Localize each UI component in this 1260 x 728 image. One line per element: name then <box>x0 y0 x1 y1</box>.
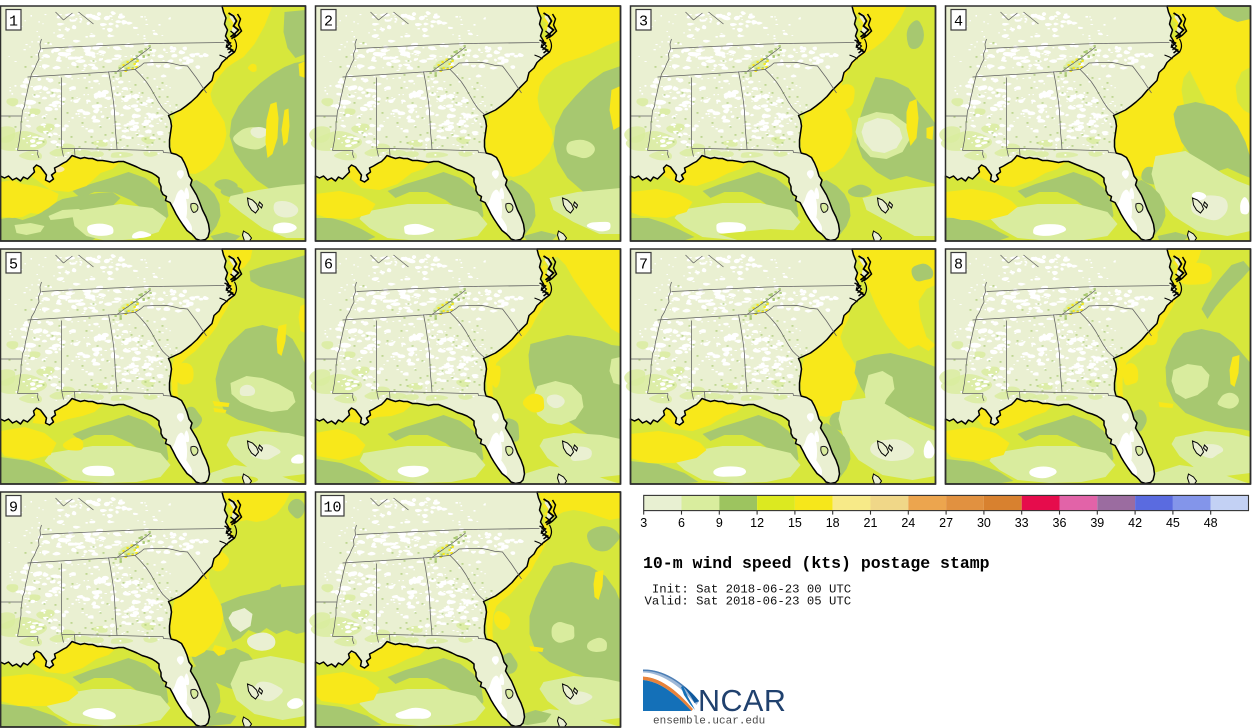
svg-text:7: 7 <box>639 257 648 274</box>
svg-text:6: 6 <box>324 257 333 274</box>
svg-text:ensemble.ucar.edu: ensemble.ucar.edu <box>653 716 765 728</box>
svg-text:9: 9 <box>9 500 18 517</box>
svg-text:45: 45 <box>1166 516 1180 530</box>
svg-text:1: 1 <box>9 14 18 31</box>
svg-text:33: 33 <box>1015 516 1029 530</box>
svg-text:NCAR: NCAR <box>698 684 786 718</box>
svg-text:39: 39 <box>1090 516 1104 530</box>
svg-text:21: 21 <box>864 516 878 530</box>
svg-text:2: 2 <box>324 14 333 31</box>
svg-text:8: 8 <box>954 257 963 274</box>
svg-text:42: 42 <box>1128 516 1142 530</box>
svg-text:5: 5 <box>9 257 18 274</box>
svg-text:12: 12 <box>750 516 764 530</box>
svg-text:48: 48 <box>1204 516 1218 530</box>
svg-text:36: 36 <box>1053 516 1067 530</box>
svg-text:9: 9 <box>716 516 723 530</box>
svg-text:Init: Sat 2018-06-23 00 UTC: Init: Sat 2018-06-23 00 UTC <box>645 583 852 597</box>
svg-text:27: 27 <box>939 516 953 530</box>
svg-text:3: 3 <box>639 14 648 31</box>
svg-text:30: 30 <box>977 516 991 530</box>
svg-text:18: 18 <box>826 516 840 530</box>
svg-text:15: 15 <box>788 516 802 530</box>
svg-text:10-m wind speed (kts) postage: 10-m wind speed (kts) postage stamp <box>643 554 990 573</box>
svg-text:6: 6 <box>678 516 685 530</box>
svg-text:24: 24 <box>901 516 915 530</box>
svg-text:Valid: Sat 2018-06-23 05 UTC: Valid: Sat 2018-06-23 05 UTC <box>645 595 852 609</box>
svg-text:10: 10 <box>323 500 341 517</box>
svg-text:4: 4 <box>954 14 963 31</box>
svg-text:3: 3 <box>640 516 647 530</box>
